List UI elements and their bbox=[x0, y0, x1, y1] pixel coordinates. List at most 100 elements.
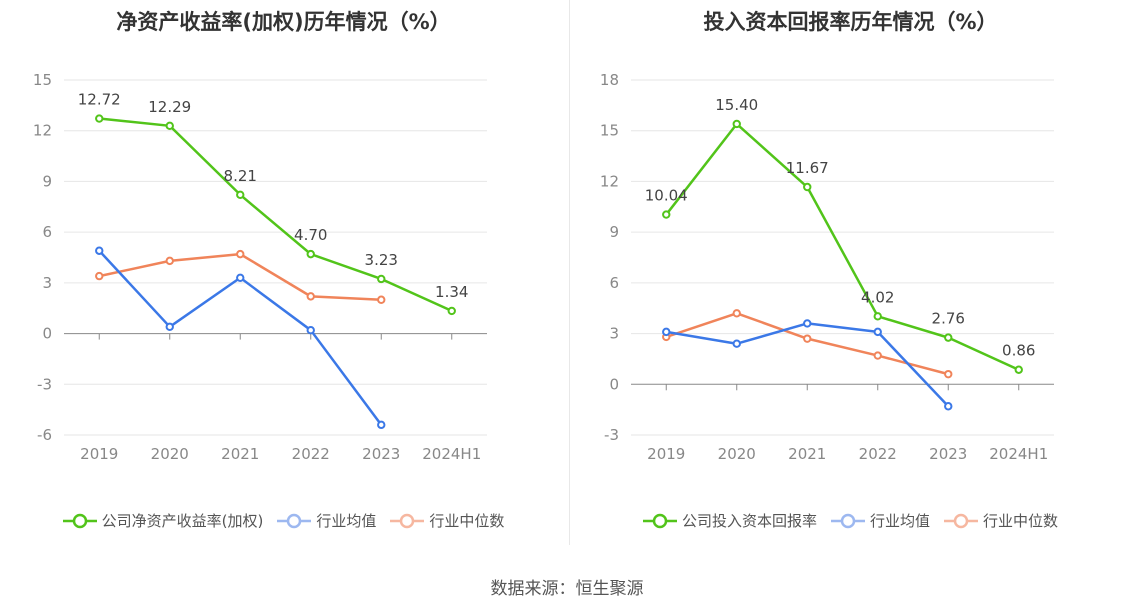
x-tick-label: 2020 bbox=[151, 445, 189, 463]
data-point bbox=[873, 327, 882, 337]
y-tick-label: 0 bbox=[42, 325, 52, 343]
data-point bbox=[306, 325, 315, 335]
chart-legend: 公司净资产收益率(加权) 行业均值 行业中位数 bbox=[0, 510, 567, 531]
y-tick-label: 0 bbox=[609, 375, 619, 393]
data-label: 8.21 bbox=[224, 167, 257, 185]
data-point bbox=[1014, 365, 1023, 374]
data-point bbox=[732, 309, 741, 318]
legend-label: 行业中位数 bbox=[429, 512, 505, 530]
y-tick-label: 18 bbox=[600, 71, 619, 89]
series-line bbox=[665, 122, 1020, 371]
legend-label: 行业中位数 bbox=[983, 512, 1059, 530]
data-point bbox=[873, 351, 882, 360]
data-point bbox=[944, 369, 953, 379]
data-point bbox=[306, 292, 315, 301]
data-point bbox=[803, 182, 812, 192]
y-tick-label: 3 bbox=[42, 274, 52, 292]
y-tick-label: 9 bbox=[609, 223, 619, 241]
data-point bbox=[944, 402, 953, 411]
data-point bbox=[732, 119, 741, 129]
y-tick-label: 12 bbox=[33, 122, 52, 140]
data-point bbox=[236, 249, 245, 259]
data-point bbox=[732, 339, 741, 348]
data-label: 15.40 bbox=[715, 96, 758, 114]
legend-item-company[interactable]: 公司投入资本回报率 bbox=[642, 510, 817, 531]
data-label: 1.34 bbox=[435, 283, 468, 301]
legend-item-company[interactable]: 公司净资产收益率(加权) bbox=[62, 510, 264, 531]
x-tick-label: 2021 bbox=[221, 445, 259, 463]
data-point bbox=[165, 322, 174, 332]
x-tick-label: 2024H1 bbox=[422, 445, 481, 463]
data-point bbox=[165, 121, 174, 131]
legend-line-circle-icon bbox=[277, 513, 312, 528]
x-tick-label: 2022 bbox=[292, 445, 330, 463]
data-point bbox=[236, 190, 245, 199]
legend-line-circle-icon bbox=[944, 513, 978, 528]
data-label: 12.29 bbox=[148, 98, 191, 116]
panel-divider bbox=[569, 0, 570, 545]
data-point bbox=[803, 319, 812, 328]
data-point bbox=[447, 306, 456, 316]
data-point bbox=[95, 114, 104, 123]
data-point bbox=[95, 271, 104, 281]
legend-item-industry-median[interactable]: 行业中位数 bbox=[390, 510, 504, 531]
legend-line-circle-icon bbox=[830, 513, 865, 528]
data-point bbox=[377, 420, 386, 430]
data-label: 11.67 bbox=[786, 159, 829, 177]
x-tick-label: 2019 bbox=[647, 445, 685, 463]
y-tick-label: 9 bbox=[42, 172, 52, 190]
y-tick-label: 15 bbox=[600, 122, 619, 140]
y-tick-label: 6 bbox=[609, 274, 619, 292]
data-point bbox=[236, 273, 245, 282]
data-point bbox=[662, 327, 671, 337]
data-point bbox=[377, 295, 386, 304]
y-tick-label: 6 bbox=[42, 223, 52, 241]
data-label: 2.76 bbox=[932, 310, 965, 328]
x-tick-label: 2019 bbox=[80, 445, 118, 463]
data-point bbox=[662, 210, 671, 219]
x-tick-label: 2021 bbox=[788, 445, 826, 463]
legend-label: 行业均值 bbox=[316, 512, 377, 530]
chart-title: 净资产收益率(加权)历年情况（%） bbox=[116, 10, 451, 34]
y-tick-label: -3 bbox=[37, 375, 52, 393]
data-point bbox=[377, 274, 386, 284]
x-tick-label: 2023 bbox=[929, 445, 967, 463]
data-label: 4.70 bbox=[294, 226, 327, 244]
x-tick-label: 2022 bbox=[859, 445, 897, 463]
data-label: 3.23 bbox=[365, 251, 398, 269]
data-label: 12.72 bbox=[78, 91, 121, 109]
series-line bbox=[99, 117, 453, 313]
x-tick-label: 2024H1 bbox=[989, 445, 1048, 463]
data-point bbox=[165, 256, 174, 266]
roic-chart-panel: 投入资本回报率历年情况（%） -3 0 3 6 9 12 15 18 2019 2020 2021 2… bbox=[567, 0, 1134, 560]
legend-item-industry-mean[interactable]: 行业均值 bbox=[830, 510, 930, 531]
legend-line-circle-icon bbox=[390, 513, 425, 528]
data-label: 0.86 bbox=[1002, 342, 1035, 360]
legend-item-industry-mean[interactable]: 行业均值 bbox=[277, 510, 376, 531]
data-point bbox=[873, 312, 882, 321]
legend-line-circle-icon bbox=[642, 513, 677, 528]
data-label: 10.04 bbox=[645, 187, 688, 205]
legend-label: 公司投入资本回报率 bbox=[681, 512, 817, 530]
legend-item-industry-median[interactable]: 行业中位数 bbox=[944, 510, 1058, 531]
y-tick-label: -3 bbox=[604, 426, 619, 444]
data-source-note: 数据来源：恒生聚源 bbox=[490, 579, 644, 599]
data-point bbox=[95, 246, 104, 255]
roe-chart-svg: -6 -3 0 3 6 9 12 15 2019 2020 2021 2022 2023 2024H1 12… bbox=[33, 71, 487, 463]
y-tick-label: 12 bbox=[600, 172, 619, 190]
y-tick-label: 15 bbox=[33, 71, 52, 89]
x-tick-label: 2020 bbox=[718, 445, 756, 463]
legend-label: 公司净资产收益率(加权) bbox=[101, 512, 264, 530]
legend-line-circle-icon bbox=[62, 513, 97, 528]
x-tick-label: 2023 bbox=[362, 445, 400, 463]
roe-chart-panel: 净资产收益率(加权)历年情况（%） -6 -3 0 3 6 9 12 15 2019 2020 20… bbox=[0, 0, 567, 560]
data-label: 4.02 bbox=[861, 288, 894, 306]
data-point bbox=[306, 249, 315, 259]
y-tick-label: 3 bbox=[609, 325, 619, 343]
data-point bbox=[803, 334, 812, 343]
y-tick-label: -6 bbox=[37, 426, 52, 444]
roic-chart-svg: -3 0 3 6 9 12 15 18 2019 2020 2021 2022 2023 2024H1 10… bbox=[600, 71, 1054, 463]
chart-legend: 公司投入资本回报率 行业均值 行业中位数 bbox=[567, 510, 1134, 531]
legend-label: 行业均值 bbox=[869, 512, 930, 530]
chart-title: 投入资本回报率历年情况（%） bbox=[703, 10, 998, 34]
